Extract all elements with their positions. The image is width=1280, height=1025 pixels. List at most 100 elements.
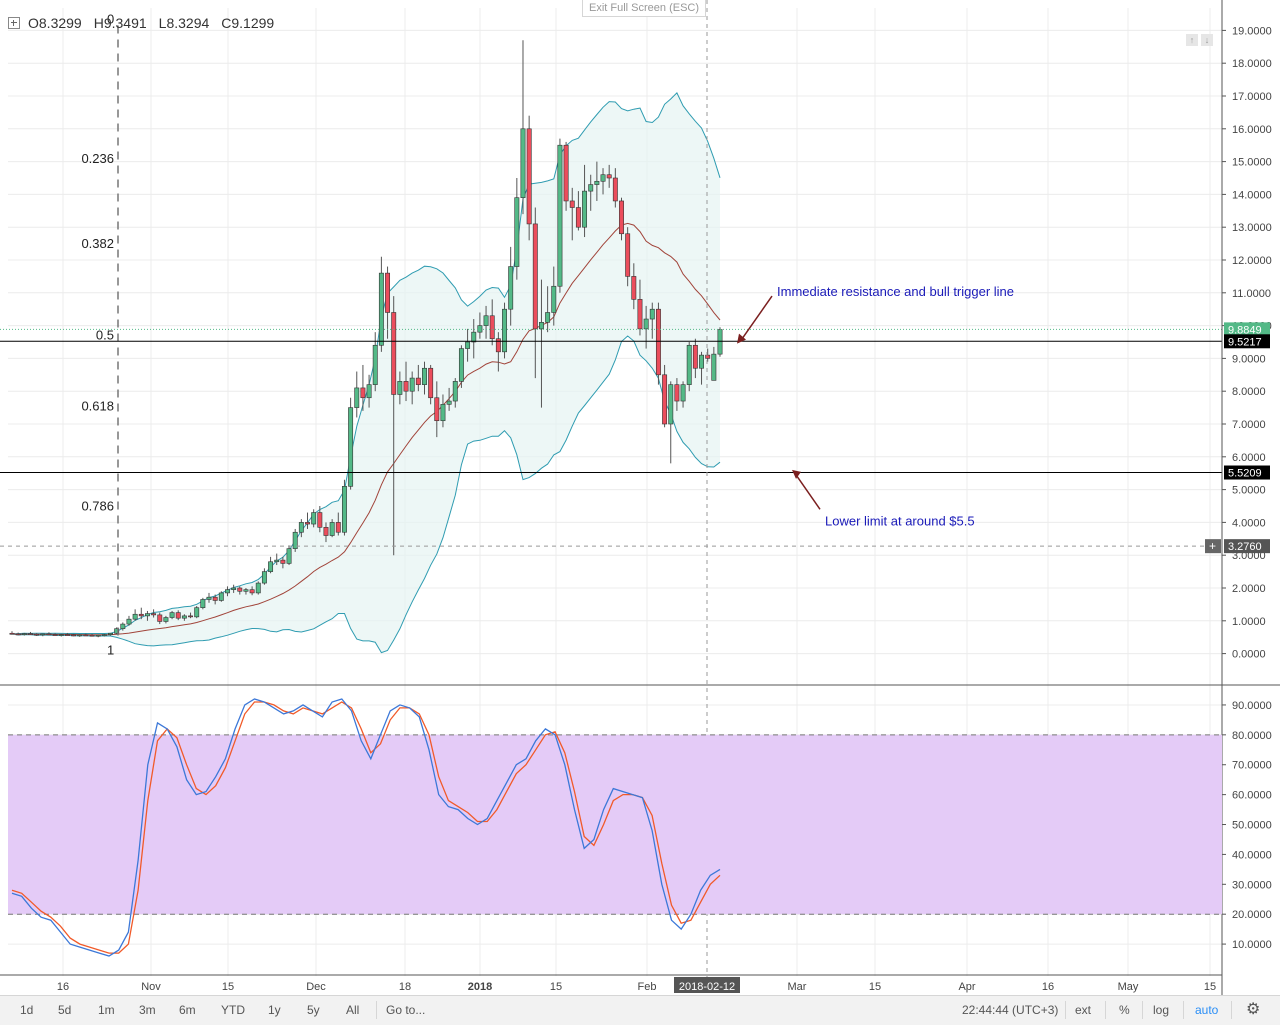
fibonacci-level-label: 0.618 xyxy=(81,399,114,414)
candle-body xyxy=(366,384,372,399)
candle xyxy=(40,633,46,637)
move-down-icon[interactable]: ↓ xyxy=(1201,34,1213,46)
candle xyxy=(34,633,40,636)
range-1y-button[interactable]: 1y xyxy=(268,1003,281,1017)
toolbar-divider xyxy=(1105,1001,1106,1019)
ext-toggle[interactable]: ext xyxy=(1075,1003,1092,1017)
candle xyxy=(354,371,360,418)
candle-body xyxy=(551,285,557,313)
range-3m-button[interactable]: 3m xyxy=(139,1003,156,1017)
exit-fullscreen-button[interactable]: Exit Full Screen (ESC) xyxy=(582,0,706,17)
candle xyxy=(83,633,89,637)
y-axis-tick-label: 20.0000 xyxy=(1232,909,1272,921)
candle xyxy=(181,614,187,621)
x-axis-tick-label: 16 xyxy=(57,981,69,993)
candle xyxy=(292,528,298,552)
fibonacci-level-label: 0.5 xyxy=(96,327,114,342)
candle xyxy=(502,302,507,359)
candle-body xyxy=(101,634,107,636)
candle-body xyxy=(477,325,483,333)
bottom-toolbar: 1d 5d 1m 3m 6m YTD 1y 5y All Go to... 22… xyxy=(0,995,1280,1025)
bollinger-lower-line xyxy=(11,335,721,654)
move-up-icon[interactable]: ↑ xyxy=(1186,34,1198,46)
candle-body xyxy=(600,174,606,182)
toolbar-divider xyxy=(1183,1001,1184,1019)
ohlc-legend: O8.3299 H9.3491 L8.3294 C9.1299 xyxy=(8,15,284,31)
candle-body xyxy=(120,623,126,629)
goto-button[interactable]: Go to... xyxy=(386,1003,426,1017)
candle-body xyxy=(52,634,58,636)
candle-body xyxy=(569,200,575,208)
range-5y-button[interactable]: 5y xyxy=(307,1003,320,1017)
candle-body xyxy=(489,315,495,340)
range-6m-button[interactable]: 6m xyxy=(179,1003,196,1017)
auto-toggle[interactable]: auto xyxy=(1195,1003,1219,1017)
range-1d-button[interactable]: 1d xyxy=(20,1003,34,1017)
range-ytd-button[interactable]: YTD xyxy=(221,1003,245,1017)
close-value: C9.1299 xyxy=(221,15,275,31)
candle xyxy=(114,627,120,635)
candle-body xyxy=(594,180,600,185)
candle xyxy=(163,615,169,624)
candle-body xyxy=(354,387,360,408)
candle-body xyxy=(108,632,113,635)
candle xyxy=(151,609,157,618)
high-value: H9.3491 xyxy=(93,15,147,31)
candle-body xyxy=(163,617,169,622)
candle xyxy=(526,115,532,241)
bollinger-band-fill xyxy=(12,92,720,653)
candle-body xyxy=(403,381,409,392)
candle xyxy=(495,332,501,372)
candle-body xyxy=(40,633,46,636)
range-5d-button[interactable]: 5d xyxy=(58,1003,72,1017)
candle-body xyxy=(452,381,458,402)
candle-body xyxy=(188,615,193,618)
candle-body xyxy=(471,331,477,343)
candle xyxy=(563,141,569,211)
x-axis-tick-label: 15 xyxy=(1204,981,1216,993)
range-1m-button[interactable]: 1m xyxy=(98,1003,115,1017)
candle xyxy=(305,512,310,529)
candle xyxy=(452,378,458,408)
candle-body xyxy=(637,299,643,330)
collapse-icon[interactable] xyxy=(8,17,20,29)
candle xyxy=(446,387,452,411)
candle xyxy=(711,346,717,381)
candle-body xyxy=(385,272,391,313)
settings-gear-icon[interactable]: ⚙ xyxy=(1246,1001,1261,1018)
candle-body xyxy=(64,634,70,636)
log-toggle[interactable]: log xyxy=(1153,1003,1170,1017)
candle-body xyxy=(206,596,212,600)
y-axis-tick-label: 16.0000 xyxy=(1232,124,1272,136)
range-all-button[interactable]: All xyxy=(346,1003,360,1017)
candle xyxy=(249,586,255,596)
candle-body xyxy=(643,318,649,330)
candle-body xyxy=(114,628,120,634)
candle-body xyxy=(329,522,335,536)
candle-body xyxy=(360,387,366,399)
candle xyxy=(514,178,520,280)
stoch-d-line xyxy=(11,701,721,954)
candle-body xyxy=(280,559,286,564)
candle-body xyxy=(717,329,723,355)
candle xyxy=(52,633,58,636)
candle xyxy=(662,364,668,428)
candle-body xyxy=(563,144,569,202)
fibonacci-level-label: 0.786 xyxy=(81,499,114,514)
candle xyxy=(341,479,347,536)
arrow-head-icon xyxy=(792,469,801,479)
candle-body xyxy=(132,613,138,620)
price-chart[interactable]: 0 0.236 0.382 0.5 0.618 0.786 1 Immediate resis… xyxy=(0,0,1280,995)
candle-body xyxy=(539,322,544,330)
y-axis-tick-label: 50.0000 xyxy=(1232,820,1272,832)
candle xyxy=(101,633,107,637)
candle-body xyxy=(662,374,668,425)
candle-body xyxy=(711,353,717,381)
candle-body xyxy=(520,128,526,198)
candle-body xyxy=(606,174,612,179)
percent-toggle[interactable]: % xyxy=(1119,1003,1130,1017)
candle-body xyxy=(422,367,427,385)
candle xyxy=(89,633,95,637)
candle-body xyxy=(212,596,218,601)
arrow-head-icon xyxy=(737,333,746,344)
